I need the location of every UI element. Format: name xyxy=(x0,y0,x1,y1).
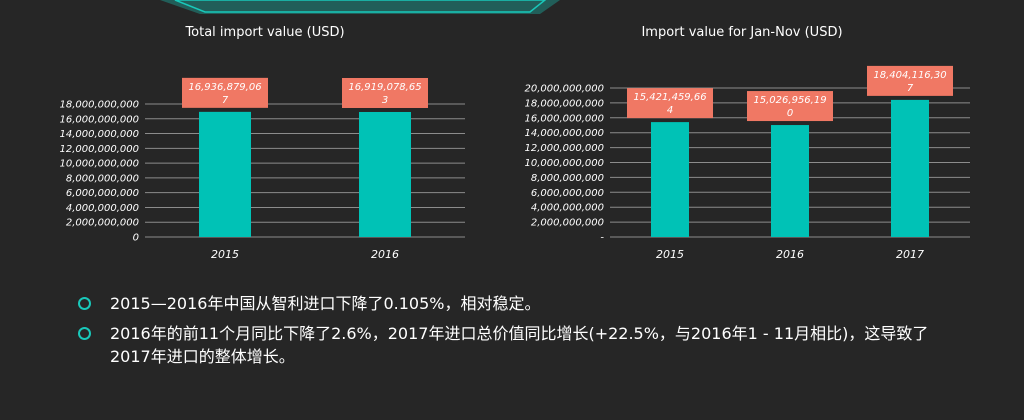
data-label-box xyxy=(342,77,428,108)
bullet-item-1: 2015—2016年中国从智利进口下降了0.105%，相对稳定。 xyxy=(78,292,958,315)
y-tick-label: 6,000,000,000 xyxy=(531,188,604,199)
total-import-chart: Total import value (USD) 0 2,000,000,000 4,… xyxy=(0,0,500,290)
y-tick-label: 8,000,000,000 xyxy=(531,173,604,184)
x-category-label: 2015 xyxy=(211,248,239,261)
x-category-label: 2016 xyxy=(371,248,399,261)
data-label: 0 xyxy=(787,108,793,119)
y-tick-label: 20,000,000,000 xyxy=(524,84,604,95)
data-label: 15,026,956,19 xyxy=(753,95,826,106)
y-tick-label: - xyxy=(600,233,604,244)
data-label: 16,919,078,65 xyxy=(348,82,421,93)
bullet-text-2: 2016年的前11个月同比下降了2.6%，2017年进口总价值同比增长(+22.… xyxy=(110,324,929,366)
y-tick-label: 0 xyxy=(133,233,139,244)
chart-title: Import value for Jan-Nov (USD) xyxy=(641,25,842,40)
y-tick-label: 2,000,000,000 xyxy=(66,218,139,229)
bar xyxy=(891,99,929,237)
bar xyxy=(651,122,689,237)
y-tick-label: 10,000,000,000 xyxy=(524,158,604,169)
jan-nov-import-chart-svg: Import value for Jan-Nov (USD) - 2,000,000… xyxy=(524,25,970,261)
y-tick-label: 6,000,000,000 xyxy=(66,188,139,199)
bullet-item-2: 2016年的前11个月同比下降了2.6%，2017年进口总价值同比增长(+22.… xyxy=(78,322,958,368)
y-tick-label: 18,000,000,000 xyxy=(59,100,139,111)
data-label: 4 xyxy=(667,105,673,116)
data-label: 7 xyxy=(907,83,914,94)
y-tick-label: 4,000,000,000 xyxy=(531,203,604,214)
bar xyxy=(771,125,809,237)
data-label-box xyxy=(867,65,953,96)
y-tick-label: 18,000,000,000 xyxy=(524,98,604,109)
circle-bullet-icon xyxy=(78,297,91,310)
bullet-list: 2015—2016年中国从智利进口下降了0.105%，相对稳定。 2016年的前… xyxy=(78,292,958,375)
bar xyxy=(199,111,251,237)
y-tick-label: 2,000,000,000 xyxy=(531,218,604,229)
y-tick-label: 12,000,000,000 xyxy=(524,143,604,154)
y-tick-label: 10,000,000,000 xyxy=(59,159,139,170)
data-label: 7 xyxy=(222,95,229,106)
chart-title: Total import value (USD) xyxy=(184,25,344,40)
jan-nov-import-chart: Import value for Jan-Nov (USD) - 2,000,000… xyxy=(470,0,990,290)
y-tick-label: 16,000,000,000 xyxy=(59,114,139,125)
top-accent-shape xyxy=(160,0,560,14)
data-label: 15,421,459,66 xyxy=(633,92,706,103)
data-label: 3 xyxy=(382,95,388,106)
x-category-label: 2016 xyxy=(776,248,804,261)
data-label-box xyxy=(182,77,268,108)
total-import-chart-svg: Total import value (USD) 0 2,000,000,000 4,… xyxy=(59,25,465,261)
x-category-label: 2015 xyxy=(656,248,684,261)
y-tick-label: 12,000,000,000 xyxy=(59,144,139,155)
y-tick-label: 16,000,000,000 xyxy=(524,113,604,124)
data-label-box xyxy=(747,91,833,122)
data-label: 18,404,116,30 xyxy=(873,70,946,81)
circle-bullet-icon xyxy=(78,327,91,340)
y-tick-label: 14,000,000,000 xyxy=(524,128,604,139)
y-tick-label: 14,000,000,000 xyxy=(59,129,139,140)
y-tick-label: 8,000,000,000 xyxy=(66,173,139,184)
y-tick-label: 4,000,000,000 xyxy=(66,203,139,214)
data-label-box xyxy=(627,88,713,119)
bar xyxy=(359,111,411,237)
x-category-label: 2017 xyxy=(896,248,924,261)
data-label: 16,936,879,06 xyxy=(188,82,261,93)
bullet-text-1: 2015—2016年中国从智利进口下降了0.105%，相对稳定。 xyxy=(110,294,541,313)
